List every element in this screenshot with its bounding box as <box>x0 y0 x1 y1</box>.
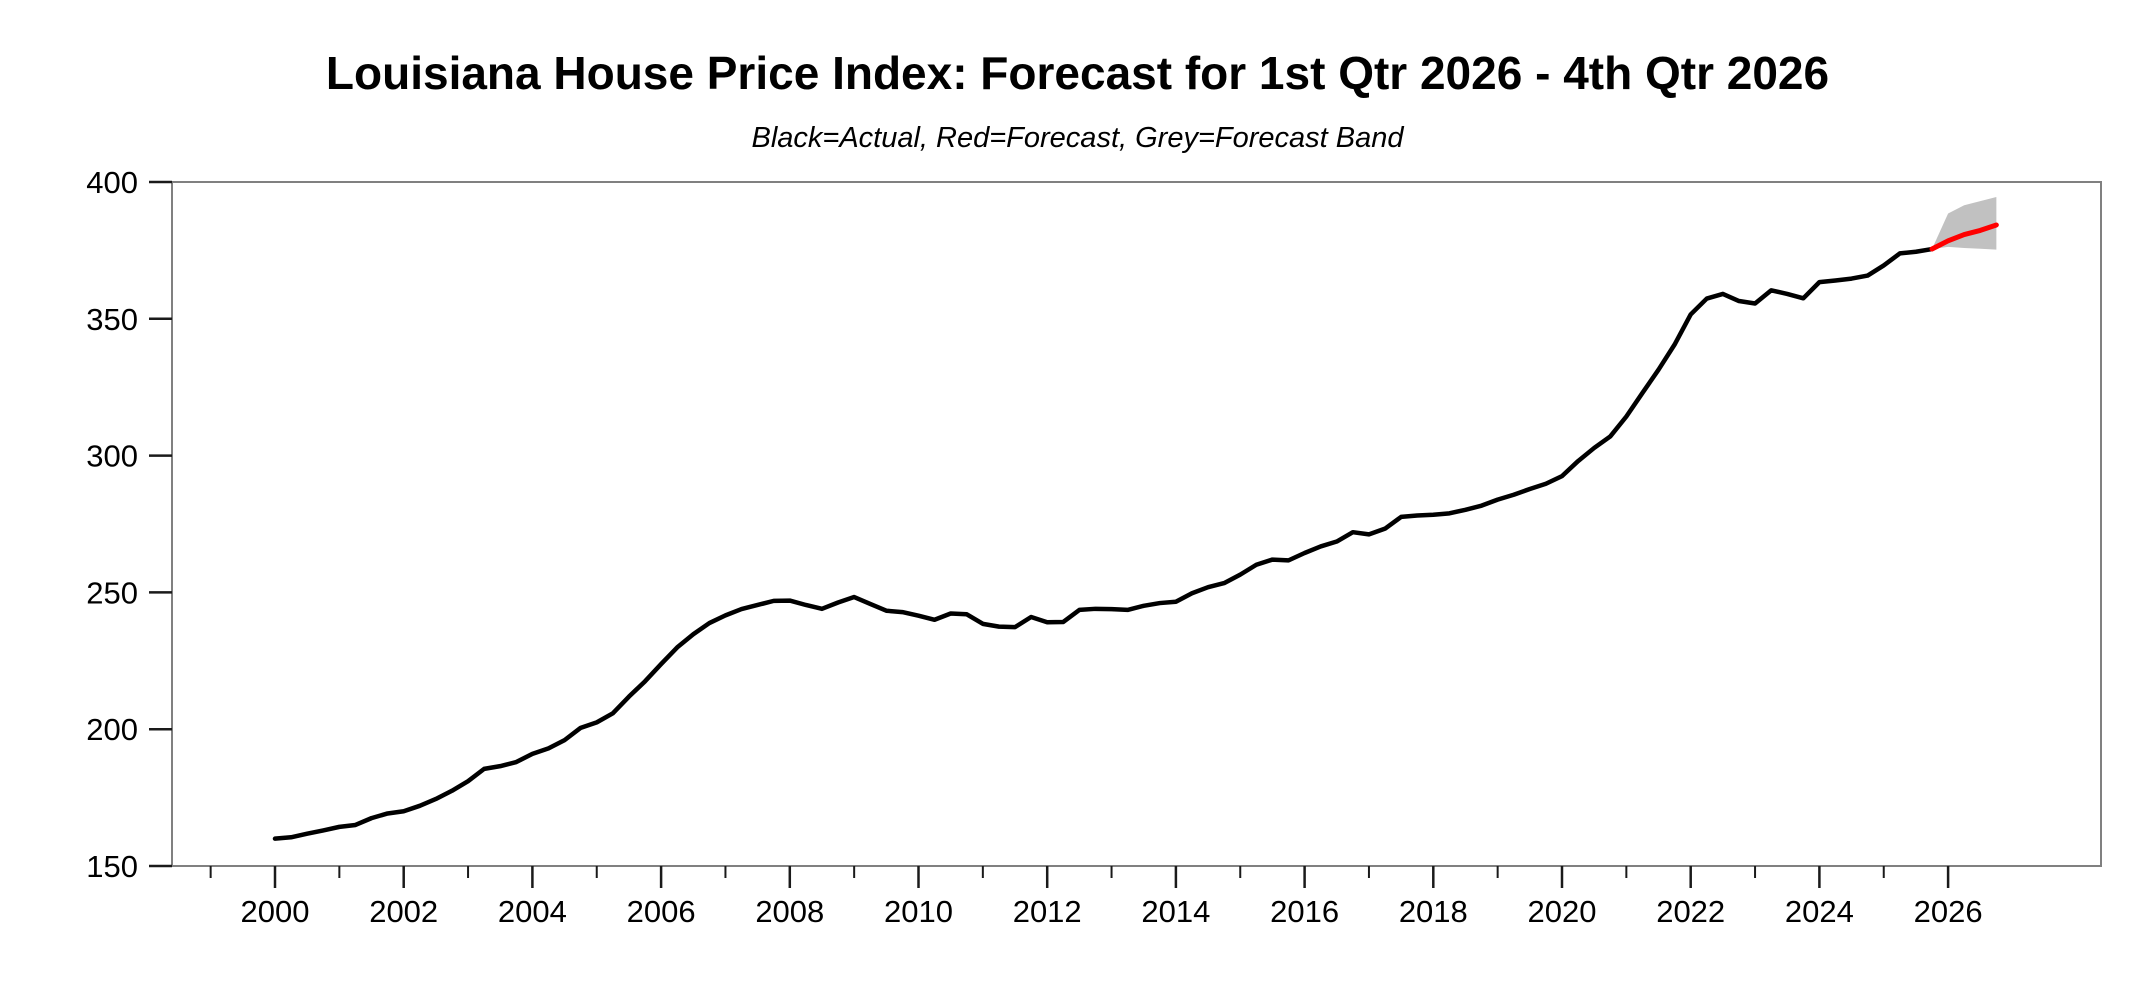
x-axis-label: 2022 <box>1656 894 1725 929</box>
x-axis-label: 2026 <box>1914 894 1983 929</box>
x-axis-label: 2024 <box>1785 894 1854 929</box>
y-axis-label: 250 <box>86 575 138 610</box>
chart-subtitle: Black=Actual, Red=Forecast, Grey=Forecas… <box>751 122 1404 154</box>
y-axis-label: 350 <box>86 302 138 337</box>
x-axis-label: 2008 <box>755 894 824 929</box>
actual-series-line <box>272 246 1935 841</box>
x-axis-label: 2006 <box>627 894 696 929</box>
y-axis-label: 400 <box>86 165 138 200</box>
x-axis-label: 2004 <box>498 894 567 929</box>
x-axis-label: 2000 <box>241 894 310 929</box>
forecast-band <box>1932 197 1997 250</box>
y-axis-label: 200 <box>86 712 138 747</box>
x-axis-label: 2014 <box>1141 894 1210 929</box>
chart-title: Louisiana House Price Index: Forecast fo… <box>325 47 1830 99</box>
x-axis-label: 2012 <box>1013 894 1082 929</box>
x-axis-label: 2020 <box>1528 894 1597 929</box>
x-axis-label: 2018 <box>1399 894 1468 929</box>
forecast-series-line <box>1929 222 1999 252</box>
x-axis-label: 2002 <box>369 894 438 929</box>
x-axis-label: 2016 <box>1270 894 1339 929</box>
y-axis-label: 150 <box>86 849 138 884</box>
plot-frame <box>171 181 2102 867</box>
y-axis-label: 300 <box>86 439 138 474</box>
x-axis-label: 2010 <box>884 894 953 929</box>
